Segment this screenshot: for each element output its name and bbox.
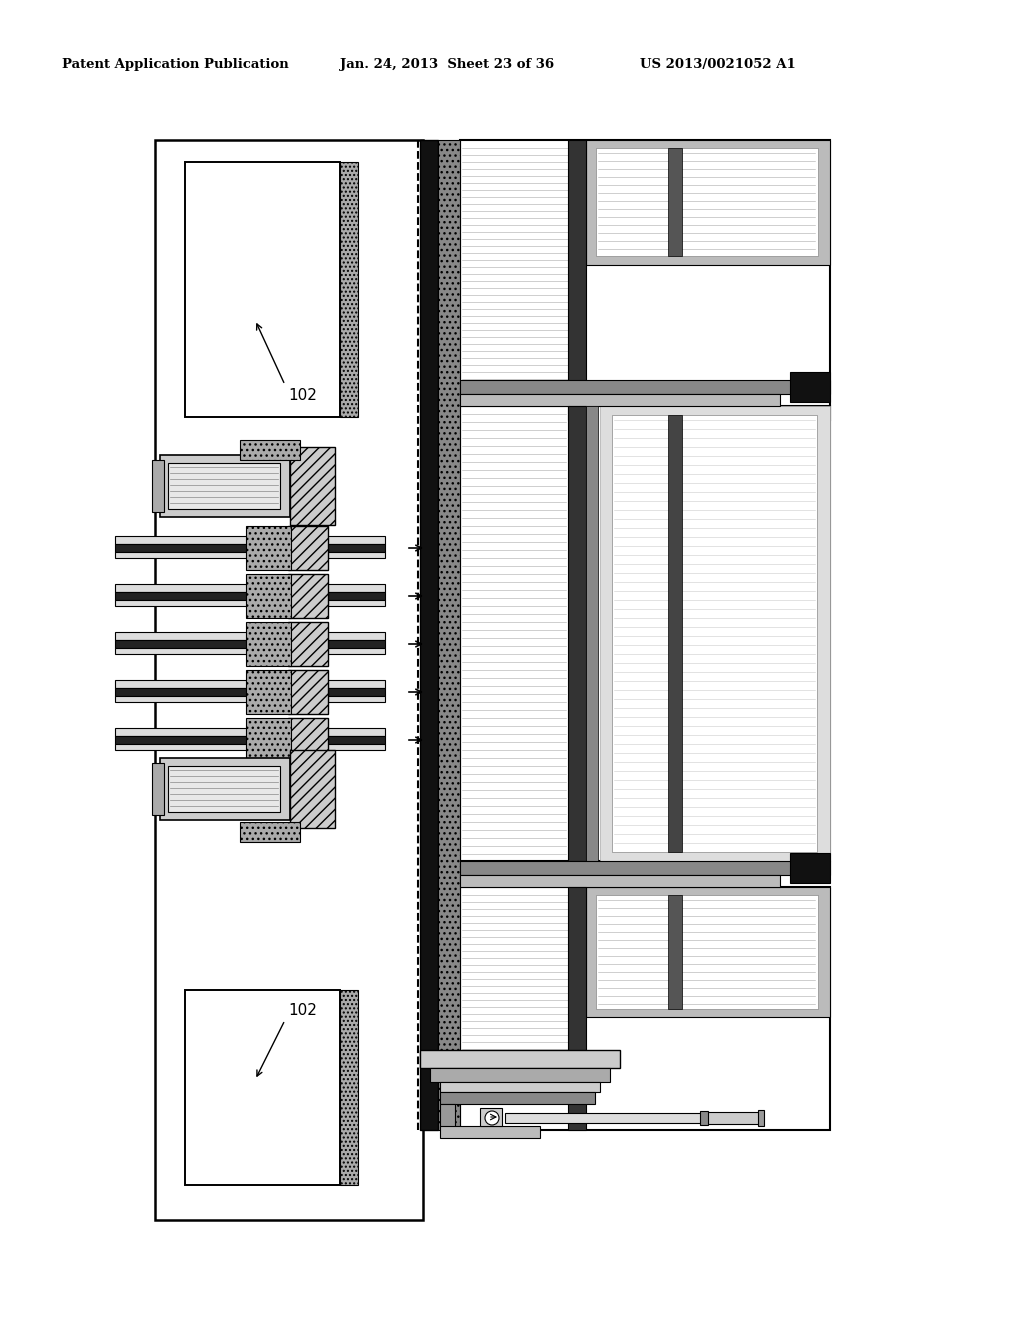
Bar bbox=[440, 1126, 540, 1138]
Bar bbox=[115, 688, 385, 696]
Bar bbox=[246, 671, 291, 714]
Text: 102: 102 bbox=[288, 1003, 316, 1018]
Bar bbox=[460, 393, 780, 407]
Text: Jan. 24, 2013  Sheet 23 of 36: Jan. 24, 2013 Sheet 23 of 36 bbox=[340, 58, 554, 71]
Bar bbox=[160, 758, 290, 820]
Text: 104: 104 bbox=[785, 603, 800, 632]
Bar bbox=[115, 696, 385, 702]
Bar bbox=[460, 140, 830, 420]
Bar bbox=[505, 1113, 705, 1123]
Bar bbox=[115, 583, 385, 591]
Bar bbox=[240, 440, 300, 459]
Bar bbox=[668, 895, 682, 1008]
Bar bbox=[185, 990, 340, 1185]
Text: Patent Application Publication: Patent Application Publication bbox=[62, 58, 289, 71]
Bar bbox=[568, 887, 586, 1130]
Bar bbox=[152, 763, 164, 814]
Circle shape bbox=[485, 1111, 499, 1125]
Bar bbox=[586, 887, 830, 1016]
Text: 102: 102 bbox=[288, 388, 316, 403]
Bar bbox=[115, 591, 385, 601]
Bar bbox=[420, 1049, 620, 1068]
Bar bbox=[168, 463, 280, 510]
Bar bbox=[115, 744, 385, 750]
Bar bbox=[115, 601, 385, 606]
Bar bbox=[288, 671, 328, 714]
Bar bbox=[790, 372, 830, 403]
Bar bbox=[460, 407, 830, 861]
Bar bbox=[440, 1092, 595, 1104]
Bar bbox=[758, 1110, 764, 1126]
Bar bbox=[480, 1107, 502, 1126]
Bar bbox=[596, 148, 818, 256]
Bar bbox=[246, 718, 291, 762]
Bar bbox=[568, 407, 586, 861]
Bar bbox=[440, 1104, 455, 1129]
Bar bbox=[612, 414, 817, 851]
Bar bbox=[115, 552, 385, 558]
Bar bbox=[288, 574, 328, 618]
Bar bbox=[596, 895, 818, 1008]
Bar bbox=[438, 140, 460, 1130]
Bar bbox=[586, 407, 598, 861]
Bar bbox=[790, 853, 830, 883]
Bar bbox=[115, 544, 385, 552]
Bar bbox=[340, 162, 358, 417]
Bar bbox=[185, 162, 340, 417]
Text: US 2013/0021052 A1: US 2013/0021052 A1 bbox=[640, 58, 796, 71]
Bar bbox=[460, 861, 830, 875]
Bar bbox=[240, 822, 300, 842]
Bar bbox=[668, 414, 682, 851]
Bar bbox=[290, 750, 335, 828]
Bar bbox=[115, 729, 385, 737]
Bar bbox=[115, 640, 385, 648]
Bar bbox=[246, 574, 291, 618]
Bar bbox=[440, 1082, 600, 1092]
Bar bbox=[115, 536, 385, 544]
Bar bbox=[168, 766, 280, 812]
Bar bbox=[460, 380, 830, 393]
Bar bbox=[460, 875, 780, 887]
Bar bbox=[155, 140, 423, 1220]
Bar bbox=[430, 1068, 610, 1082]
Bar bbox=[290, 447, 335, 525]
Bar bbox=[420, 140, 438, 1130]
Bar bbox=[115, 632, 385, 640]
Bar bbox=[160, 455, 290, 517]
Bar bbox=[115, 737, 385, 744]
Bar bbox=[340, 990, 358, 1185]
Bar bbox=[288, 718, 328, 762]
Bar bbox=[600, 407, 830, 861]
Bar bbox=[586, 140, 830, 265]
Bar bbox=[246, 622, 291, 667]
Bar bbox=[152, 459, 164, 512]
Bar bbox=[288, 525, 328, 570]
Bar bbox=[700, 1111, 708, 1125]
Bar bbox=[460, 887, 830, 1130]
Text: Fig. 23: Fig. 23 bbox=[740, 711, 810, 729]
Bar bbox=[668, 148, 682, 256]
Bar bbox=[706, 1111, 761, 1125]
Bar bbox=[246, 525, 291, 570]
Bar bbox=[288, 622, 328, 667]
Bar bbox=[115, 680, 385, 688]
Bar bbox=[115, 648, 385, 653]
Bar bbox=[568, 140, 586, 420]
